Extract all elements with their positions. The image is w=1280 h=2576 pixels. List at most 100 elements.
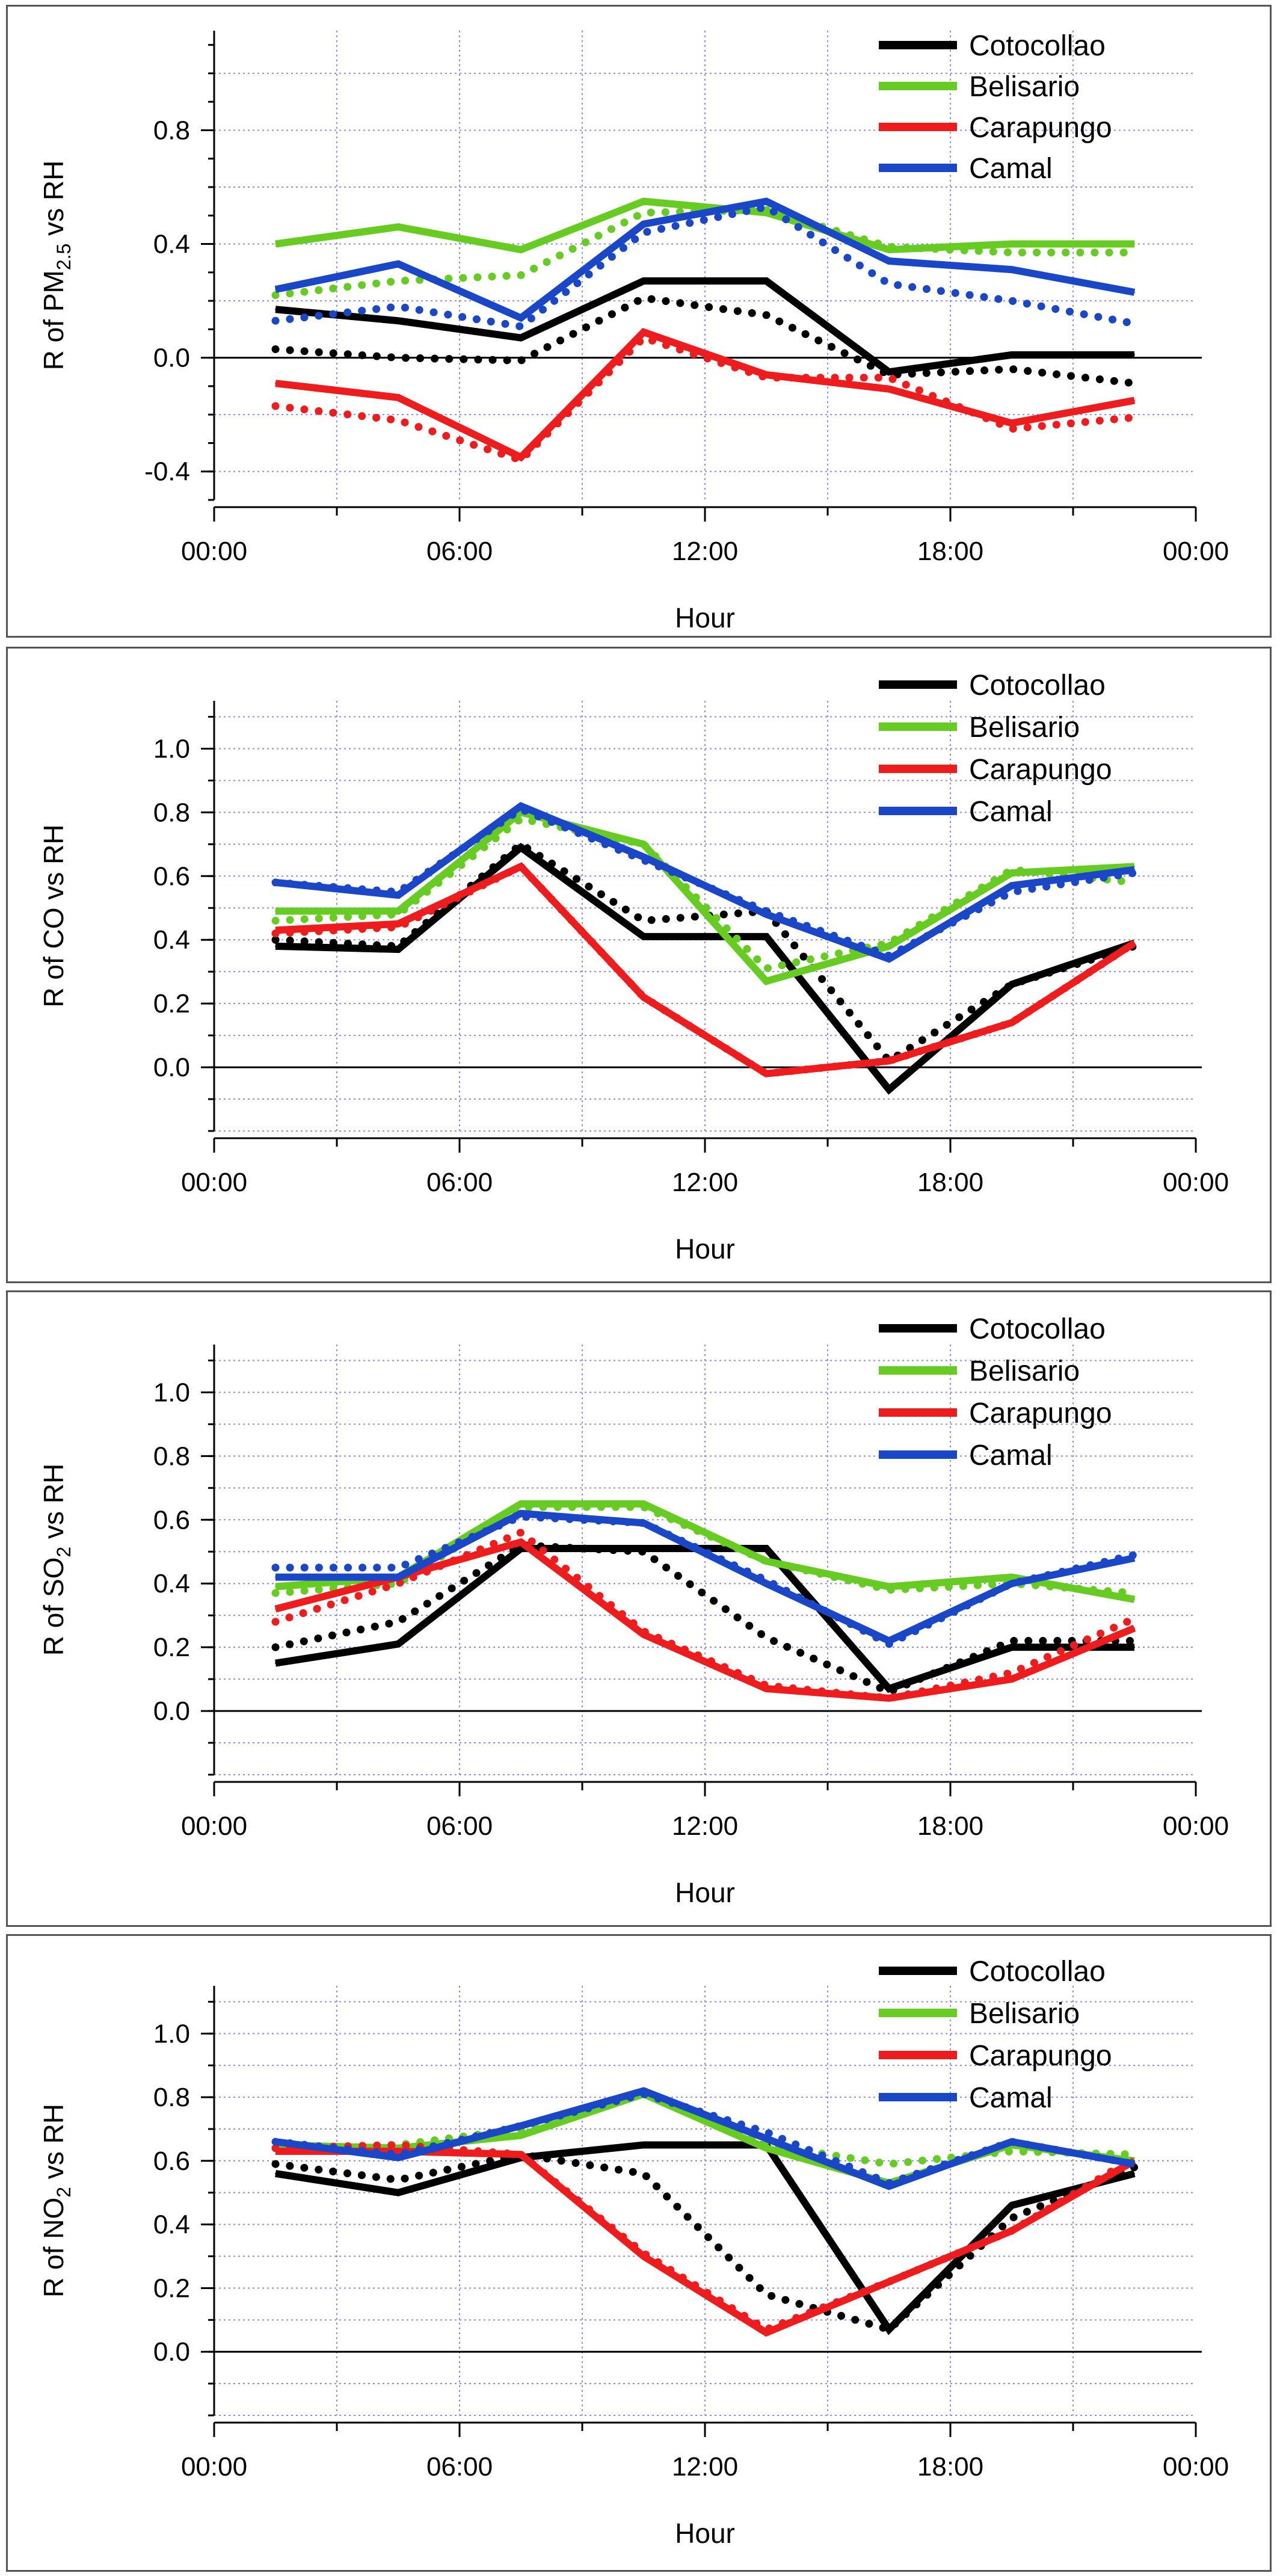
data-point <box>888 388 890 390</box>
data-point <box>275 309 276 310</box>
legend-label-camal: Camal <box>969 1440 1053 1471</box>
y-tick-label: 0.2 <box>153 1633 190 1662</box>
data-point <box>766 1688 767 1689</box>
data-point <box>1011 1647 1012 1648</box>
x-tick-label: 12:00 <box>672 1811 738 1841</box>
data-point <box>520 805 522 807</box>
y-axis-label: R of CO vs RH <box>38 824 69 1007</box>
data-point <box>1134 354 1135 356</box>
y-tick-label: 0.6 <box>153 861 190 891</box>
legend-label-belisario: Belisario <box>969 712 1080 744</box>
y-tick-label: -0.4 <box>144 457 190 487</box>
data-point <box>275 929 276 931</box>
data-point <box>275 2151 276 2152</box>
data-point <box>520 2154 522 2155</box>
legend-label-cotocollao: Cotocollao <box>969 1313 1106 1345</box>
data-point <box>520 457 522 458</box>
series-camal <box>271 197 1139 331</box>
data-point <box>1134 2173 1135 2175</box>
series-cotocollao <box>271 1541 1139 1696</box>
y-axis-label-text: R of SO <box>38 1558 69 1656</box>
y-tick-label: 0.4 <box>153 1569 190 1598</box>
data-point <box>643 2144 644 2146</box>
data-point <box>1134 1598 1135 1600</box>
data-point <box>1011 354 1012 356</box>
solid-line-camal <box>275 2087 1136 2190</box>
data-point <box>888 1089 890 1091</box>
data-point <box>766 1583 767 1585</box>
data-point <box>398 263 399 265</box>
data-point <box>643 223 644 225</box>
data-point <box>766 2332 767 2334</box>
legend-label-cotocollao: Cotocollao <box>969 670 1106 701</box>
y-tick-label: 0.8 <box>153 1441 190 1471</box>
data-point <box>1011 269 1012 271</box>
series-camal <box>271 801 1139 963</box>
data-point <box>275 945 276 947</box>
data-point <box>888 958 890 960</box>
data-point <box>520 2134 522 2136</box>
y-axis-label-text: vs RH <box>38 161 69 244</box>
y-tick-label: 0.2 <box>153 989 190 1018</box>
x-tick-label: 00:00 <box>181 2452 247 2482</box>
chart-no2: 0.0 0.2 0.4 0.6 0.8 1.0 00:00 06:00 12:00 18:00 00… <box>38 1956 1229 2549</box>
solid-line-camal <box>275 801 1135 963</box>
data-point <box>520 1503 522 1505</box>
x-tick-label: 00:00 <box>1163 537 1229 566</box>
data-point <box>888 1697 890 1699</box>
data-point <box>643 2255 644 2257</box>
x-axis-label: Hour <box>675 1233 735 1265</box>
x-tick-label: 00:00 <box>1163 1168 1229 1197</box>
data-point <box>888 1688 890 1689</box>
data-point <box>766 374 767 375</box>
x-axis-label: Hour <box>675 1877 735 1908</box>
solid-line-cotocollao <box>275 843 1136 1095</box>
panel-pm25: -0.4 0.0 0.4 0.8 00:00 06:00 12:00 18:00 00:00 Ho… <box>6 5 1272 638</box>
legend: Cotocollao Belisario Carapungo Camal <box>879 30 1112 185</box>
data-point <box>643 1522 644 1524</box>
y-tick-label: 0.8 <box>153 2083 190 2112</box>
solid-line-camal <box>274 197 1136 322</box>
series-belisario <box>271 197 1139 300</box>
y-tick-label: 0.0 <box>153 2337 190 2367</box>
y-axis-label-text: R of CO vs RH <box>38 824 69 1007</box>
data-point <box>766 280 767 282</box>
y-axis-label: R of SO2 vs RH <box>38 1464 75 1656</box>
x-tick-label: 06:00 <box>426 1168 493 1197</box>
legend: Cotocollao Belisario Carapungo Camal <box>879 1956 1112 2114</box>
data-point <box>643 1547 644 1549</box>
data-point <box>888 371 890 373</box>
x-tick-label: 18:00 <box>917 537 983 566</box>
x-axis-label: Hour <box>675 602 735 633</box>
data-point <box>888 1640 890 1642</box>
x-tick-label: 18:00 <box>917 1811 983 1841</box>
y-tick-label: 0.8 <box>153 116 190 145</box>
data-point <box>398 320 399 322</box>
data-point <box>643 996 644 998</box>
legend-label-carapungo: Carapungo <box>969 2040 1112 2072</box>
data-point <box>520 1512 522 1514</box>
data-point <box>275 1586 276 1588</box>
data-point <box>398 1643 399 1645</box>
legend: Cotocollao Belisario Carapungo Camal <box>879 670 1112 828</box>
data-point <box>766 981 767 982</box>
data-point <box>766 200 767 202</box>
data-point <box>520 1541 522 1543</box>
series-carapungo <box>271 328 1139 464</box>
data-point <box>1011 872 1012 874</box>
panel-no2: 0.0 0.2 0.4 0.6 0.8 1.0 00:00 06:00 12:00 18:00 00… <box>6 1934 1272 2572</box>
data-point <box>643 331 644 333</box>
y-tick-label: 0.0 <box>153 344 190 373</box>
series-camal <box>271 2087 1139 2190</box>
y-tick-label: 0.4 <box>153 230 190 259</box>
data-point <box>888 260 890 262</box>
chart-pm25: -0.4 0.0 0.4 0.8 00:00 06:00 12:00 18:00 00:00 Ho… <box>38 30 1229 633</box>
series-carapungo <box>271 1528 1139 1702</box>
data-point <box>520 866 522 867</box>
solid-line-cotocollao <box>275 1544 1134 1693</box>
data-point <box>275 2141 276 2143</box>
data-point <box>643 856 644 858</box>
y-axis-label: R of PM2.5 vs RH <box>38 161 75 371</box>
data-point <box>888 2281 890 2282</box>
data-point <box>398 910 399 912</box>
